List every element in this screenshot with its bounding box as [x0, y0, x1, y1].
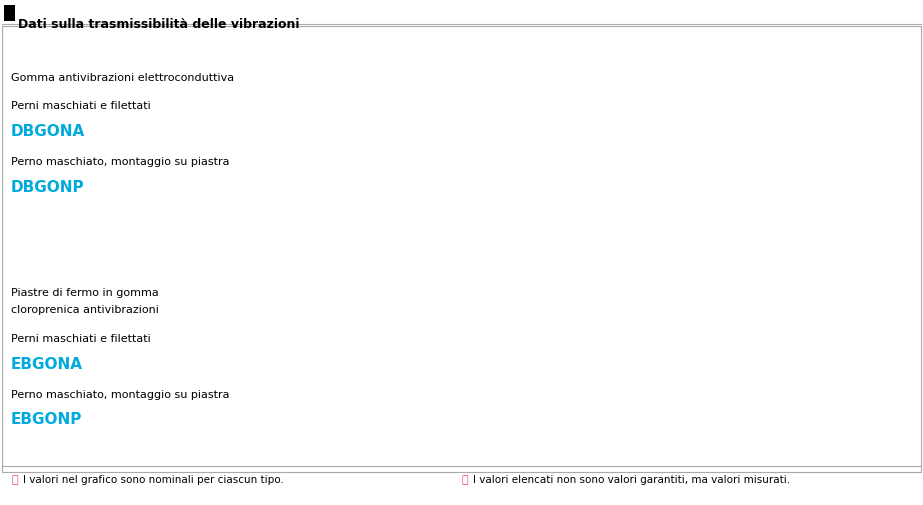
Text: Tr=10%: Tr=10% — [469, 293, 505, 302]
Text: 15150: 15150 — [239, 339, 268, 348]
Text: Perno maschiato, montaggio su piastra: Perno maschiato, montaggio su piastra — [11, 389, 230, 399]
Text: Perni maschiati e filettati: Perni maschiati e filettati — [11, 101, 150, 111]
Text: 25180: 25180 — [669, 363, 698, 372]
Text: EBGONP: EBGONP — [11, 412, 82, 427]
Text: I valori elencati non sono valori garantiti, ma valori misurati.: I valori elencati non sono valori garant… — [473, 474, 791, 484]
Text: EBGONA: EBGONA — [11, 356, 83, 371]
Text: Tr=10%: Tr=10% — [842, 305, 877, 313]
Text: Gomma antivibrazioni elettroconduttiva: Gomma antivibrazioni elettroconduttiva — [11, 73, 234, 83]
Text: DBGONP: DBGONP — [11, 179, 85, 194]
Text: 12160: 12160 — [576, 363, 605, 372]
Text: Tr=15%: Tr=15% — [842, 355, 877, 364]
Text: ⓘ: ⓘ — [11, 474, 18, 484]
Text: Tr=5%: Tr=5% — [469, 241, 498, 250]
Text: 30180: 30180 — [689, 136, 717, 145]
Y-axis label: Frequenza (Hz): Frequenza (Hz) — [529, 199, 538, 278]
Text: Tr=5%: Tr=5% — [842, 265, 871, 274]
Text: DBGONA: DBGONA — [11, 124, 85, 139]
Text: Dati sulla trasmissibilità delle vibrazioni: Dati sulla trasmissibilità delle vibrazi… — [18, 18, 300, 31]
Text: Perno maschiato, montaggio su piastra: Perno maschiato, montaggio su piastra — [11, 157, 230, 167]
Text: 20150: 20150 — [276, 339, 305, 348]
Text: 20200: 20200 — [585, 125, 614, 134]
Text: Perni maschiati e filettati: Perni maschiati e filettati — [11, 333, 150, 343]
X-axis label: Carico sostenuto da ciascun supporto in gomma antivibrazioni (kgf): Carico sostenuto da ciascun supporto in … — [227, 460, 535, 469]
Text: 40250: 40250 — [317, 91, 345, 100]
Text: ⓘ: ⓘ — [462, 474, 468, 484]
Y-axis label: Frequenza (Hz): Frequenza (Hz) — [186, 199, 195, 278]
X-axis label: Carico sostenuto da ciascun supporto in gomma antivibrazioni (kgf): Carico sostenuto da ciascun supporto in … — [587, 460, 894, 469]
Text: Tr=15%: Tr=15% — [469, 349, 505, 358]
Text: I valori nel grafico sono nominali per ciascun tipo.: I valori nel grafico sono nominali per c… — [23, 474, 284, 484]
Text: cloroprenica antivibrazioni: cloroprenica antivibrazioni — [11, 305, 159, 315]
Text: Piastre di fermo in gomma: Piastre di fermo in gomma — [11, 288, 159, 298]
